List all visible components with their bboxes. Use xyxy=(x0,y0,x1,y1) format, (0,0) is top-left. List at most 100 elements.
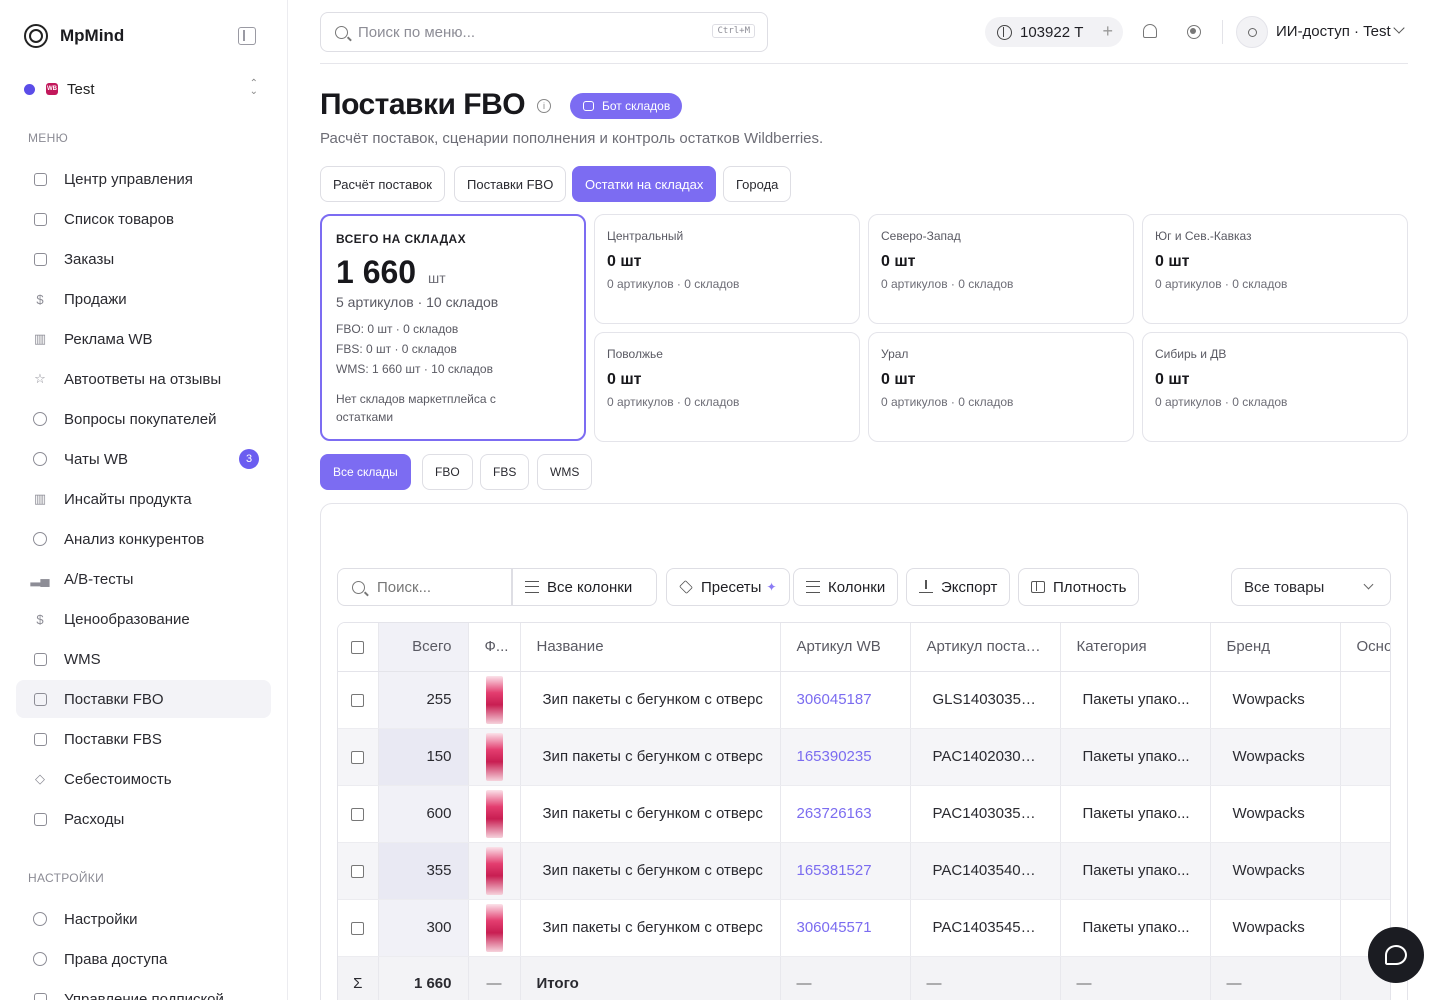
sidebar-item[interactable]: $ Продажи xyxy=(16,280,271,318)
goods-select[interactable]: Все товары xyxy=(1231,568,1391,606)
sidebar-collapse-icon[interactable] xyxy=(238,27,256,45)
header-supplier-article[interactable]: Артикул постав... xyxy=(910,623,1061,672)
page-tab[interactable]: Расчёт поставок xyxy=(320,166,445,202)
store-switcher[interactable]: WB Test ⌃ ⌄ xyxy=(24,78,264,100)
sidebar-item[interactable]: WMS xyxy=(16,640,271,678)
sidebar-item[interactable]: Анализ конкурентов xyxy=(16,520,271,558)
row-select-cell[interactable] xyxy=(338,899,379,957)
page-tab[interactable]: Поставки FBO xyxy=(454,166,567,202)
row-wb-article[interactable]: 306045187 xyxy=(780,671,911,729)
row-wb-article[interactable]: 165381527 xyxy=(780,842,911,900)
plus-icon[interactable]: + xyxy=(1102,21,1113,41)
row-wb-article[interactable]: 165390235 xyxy=(780,728,911,786)
sidebar-item[interactable]: ◇ Себестоимость xyxy=(16,760,271,798)
info-icon[interactable]: i xyxy=(537,99,551,113)
sidebar-item[interactable]: Центр управления xyxy=(16,160,271,198)
balance-pill[interactable]: 103922 Т + xyxy=(985,17,1123,47)
warehouse-bot-button[interactable]: Бот складов xyxy=(570,93,683,119)
sidebar-item[interactable]: Расходы xyxy=(16,800,271,838)
menu-search[interactable]: Ctrl+M xyxy=(320,12,768,52)
sidebar-item[interactable]: Поставки FBO xyxy=(16,680,271,718)
product-thumbnail[interactable] xyxy=(485,732,503,781)
row-wb-article[interactable]: 263726163 xyxy=(780,785,911,843)
chevron-down-icon[interactable] xyxy=(1393,22,1405,34)
table-row[interactable]: 600 Зип пакеты с бегунком с отверс 2637261… xyxy=(338,785,1390,843)
row-checkbox[interactable] xyxy=(351,750,365,764)
warehouse-filter[interactable]: FBO xyxy=(422,454,473,490)
sidebar-item[interactable]: ▥ Реклама WB xyxy=(16,320,271,358)
table-row[interactable]: 355 Зип пакеты с бегунком с отверс 1653815… xyxy=(338,842,1390,900)
warehouse-filter[interactable]: WMS xyxy=(537,454,593,490)
select-all-cell[interactable] xyxy=(338,623,379,672)
presets-button[interactable]: Пресеты ✦ xyxy=(666,568,790,606)
total-stock-card[interactable]: ВСЕГО НА СКЛАДАХ 1 660 шт 5 артикулов · … xyxy=(320,214,586,441)
settings-item[interactable]: Права доступа xyxy=(16,940,271,978)
region-card[interactable]: Сибирь и ДВ 0 шт 0 артикулов · 0 складов xyxy=(1142,332,1408,442)
table-row[interactable]: 255 Зип пакеты с бегунком с отверс 3060451… xyxy=(338,671,1390,729)
row-name[interactable]: Зип пакеты с бегунком с отверс xyxy=(520,842,781,900)
sidebar-item[interactable]: Список товаров xyxy=(16,200,271,238)
user-name[interactable]: ИИ-доступ · Test xyxy=(1276,23,1391,40)
table-search-input[interactable] xyxy=(377,578,497,596)
sidebar-item[interactable]: ▥ Инсайты продукта xyxy=(16,480,271,518)
bell-icon[interactable] xyxy=(1143,24,1157,38)
row-wb-article[interactable]: 306045571 xyxy=(780,899,911,957)
region-card[interactable]: Центральный 0 шт 0 артикулов · 0 складов xyxy=(594,214,860,324)
sidebar-item[interactable]: Заказы xyxy=(16,240,271,278)
region-card[interactable]: Поволжье 0 шт 0 артикулов · 0 складов xyxy=(594,332,860,442)
product-thumbnail[interactable] xyxy=(485,675,503,724)
product-thumbnail[interactable] xyxy=(485,846,503,895)
sidebar-item[interactable]: Вопросы покупателей xyxy=(16,400,271,438)
sidebar-item[interactable]: ☆ Автоответы на отзывы xyxy=(16,360,271,398)
menu-search-input[interactable] xyxy=(358,23,678,41)
region-card[interactable]: Юг и Сев.-Кавказ 0 шт 0 артикулов · 0 скла… xyxy=(1142,214,1408,324)
region-card[interactable]: Северо-Запад 0 шт 0 артикулов · 0 складов xyxy=(868,214,1134,324)
settings-item[interactable]: Настройки xyxy=(16,900,271,938)
select-all-checkbox[interactable] xyxy=(351,640,365,654)
sidebar-item[interactable]: $ Ценообразование xyxy=(16,600,271,638)
columns-button[interactable]: Колонки xyxy=(793,568,899,606)
row-select-cell[interactable] xyxy=(338,785,379,843)
stock-table-scroll[interactable]: Всего Ф... Название Артикул WB Артикул п… xyxy=(337,622,1391,1000)
table-search[interactable] xyxy=(337,568,512,606)
all-columns-button[interactable]: Все колонки xyxy=(512,568,657,606)
row-select-cell[interactable] xyxy=(338,842,379,900)
row-select-cell[interactable] xyxy=(338,728,379,786)
row-select-cell[interactable] xyxy=(338,671,379,729)
row-name[interactable]: Зип пакеты с бегунком с отверс xyxy=(520,785,781,843)
density-button[interactable]: Плотность xyxy=(1018,568,1140,606)
theme-toggle-icon[interactable] xyxy=(1187,25,1201,39)
row-checkbox[interactable] xyxy=(351,807,365,821)
row-name[interactable]: Зип пакеты с бегунком с отверс xyxy=(520,899,781,957)
row-checkbox[interactable] xyxy=(351,921,365,935)
header-main[interactable]: Осно xyxy=(1340,623,1390,672)
brand[interactable]: MpMind xyxy=(24,24,124,48)
header-name[interactable]: Название xyxy=(520,623,781,672)
page-tab[interactable]: Города xyxy=(723,166,792,202)
region-card[interactable]: Урал 0 шт 0 артикулов · 0 складов xyxy=(868,332,1134,442)
header-brand[interactable]: Бренд xyxy=(1210,623,1341,672)
sidebar-item[interactable]: ▂▄ A/B-тесты xyxy=(16,560,271,598)
settings-item[interactable]: Управление подпиской xyxy=(16,980,271,1000)
product-thumbnail[interactable] xyxy=(485,903,503,952)
warehouse-filter[interactable]: FBS xyxy=(480,454,530,490)
header-total[interactable]: Всего xyxy=(378,623,469,672)
row-name[interactable]: Зип пакеты с бегунком с отверс xyxy=(520,728,781,786)
sidebar-item[interactable]: Чаты WB 3 xyxy=(16,440,271,478)
row-name[interactable]: Зип пакеты с бегунком с отверс xyxy=(520,671,781,729)
row-checkbox[interactable] xyxy=(351,693,365,707)
page-tab[interactable]: Остатки на складах xyxy=(572,166,717,202)
settings-section-label: НАСТРОЙКИ xyxy=(28,871,105,885)
header-wb-article[interactable]: Артикул WB xyxy=(780,623,911,672)
header-category[interactable]: Категория xyxy=(1060,623,1211,672)
table-row[interactable]: 150 Зип пакеты с бегунком с отверс 1653902… xyxy=(338,728,1390,786)
sidebar-item[interactable]: Поставки FBS xyxy=(16,720,271,758)
warehouse-filter[interactable]: Все склады xyxy=(320,454,411,490)
product-thumbnail[interactable] xyxy=(485,789,503,838)
avatar[interactable] xyxy=(1236,16,1268,48)
export-button[interactable]: Экспорт xyxy=(906,568,1011,606)
table-row[interactable]: 300 Зип пакеты с бегунком с отверс 3060455… xyxy=(338,899,1390,957)
header-photo[interactable]: Ф... xyxy=(468,623,521,672)
row-checkbox[interactable] xyxy=(351,864,365,878)
support-chat-button[interactable] xyxy=(1368,927,1424,983)
